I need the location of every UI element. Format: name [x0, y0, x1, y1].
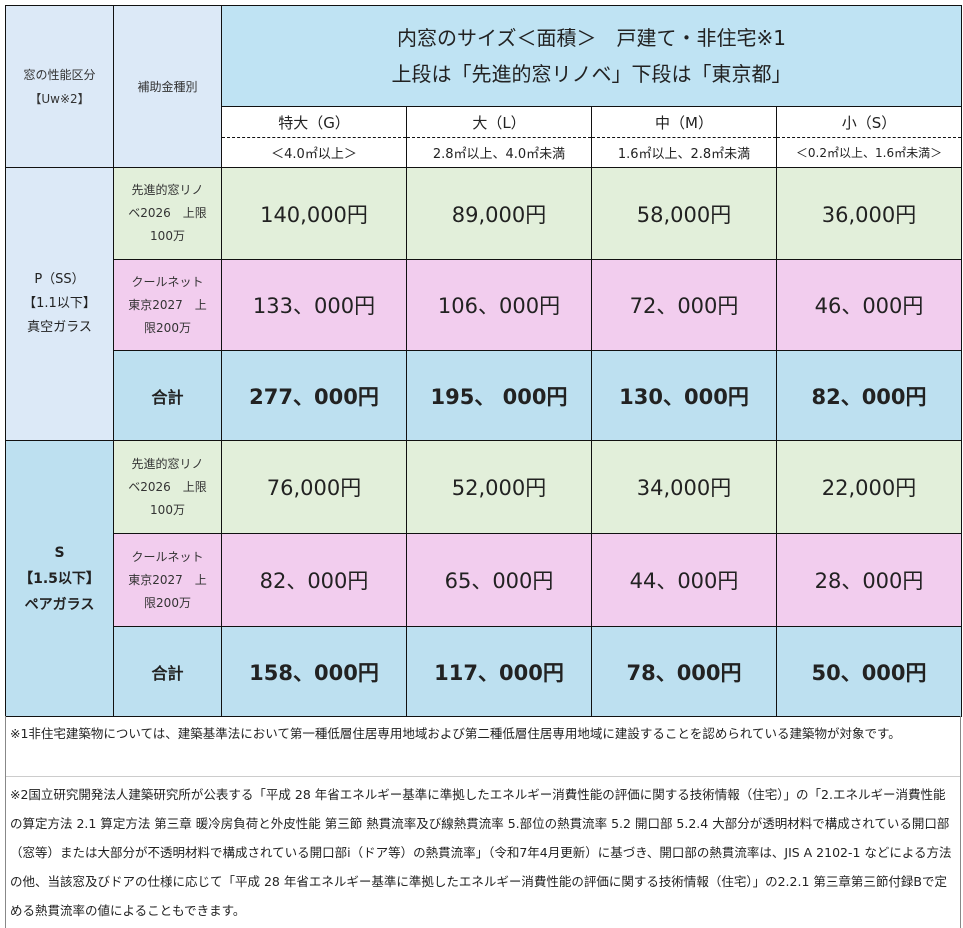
note-2: ※2国立研究開発法人建築研究所が公表する「平成 28 年省エネルギー基準に準拠し…: [10, 787, 952, 918]
total-amount: 158、000円: [221, 626, 407, 717]
perf-label: 窓の性能区分: [23, 67, 96, 82]
total-amount: 117、000円: [406, 626, 592, 717]
perf-class-uw: 【1.1以下】: [23, 296, 96, 311]
subsidy-type-line: 限200万: [144, 595, 191, 610]
note-1: ※1非住宅建築物については、建築基準法において第一種低層住居専用地域および第二種…: [6, 716, 960, 777]
subsidy-type-line: 東京2027 上: [128, 572, 207, 587]
size-range: ＜0.2㎡以上、1.6㎡未満＞: [776, 137, 962, 168]
perf-class-name: S: [54, 544, 65, 561]
total-amount: 130、000円: [591, 350, 777, 441]
total-amount: 78、000円: [591, 626, 777, 717]
perf-class: P（SS） 【1.1以下】 真空ガラス: [5, 167, 114, 441]
table-title: 内窓のサイズ＜面積＞ 戸建て・非住宅※1 上段は「先進的窓リノベ」下段は「東京都」: [221, 5, 962, 107]
subsidy-type: クールネット 東京2027 上限200万: [113, 533, 222, 627]
subsidy-amount: 52,000円: [406, 440, 592, 534]
subsidy-type-line: 限200万: [144, 320, 191, 335]
subsidy-type-line: ベ2026 上限: [128, 206, 207, 220]
subsidy-amount: 58,000円: [591, 167, 777, 260]
subsidy-amount: 89,000円: [406, 167, 592, 260]
subsidy-amount: 34,000円: [591, 440, 777, 534]
size-range: 1.6㎡以上、2.8㎡未満: [591, 137, 777, 168]
size-range: 2.8㎡以上、4.0㎡未満: [406, 137, 592, 168]
subsidy-amount: 36,000円: [776, 167, 962, 260]
subsidy-type-line: クールネット: [131, 274, 204, 289]
subsidy-amount: 133、000円: [221, 259, 407, 351]
subsidy-amount: 28、000円: [776, 533, 962, 627]
subsidy-amount: 65、000円: [406, 533, 592, 627]
subsidy-table: 窓の性能区分 【Uw※2】 補助金種別 内窓のサイズ＜面積＞ 戸建て・非住宅※1 上…: [5, 5, 962, 717]
size-name: 中（M）: [591, 106, 777, 138]
total-amount: 82、000円: [776, 350, 962, 441]
subsidy-type-line: 先進的窓リノ: [131, 456, 204, 471]
size-range: ＜4.0㎡以上＞: [221, 137, 407, 168]
title-line2: 上段は「先進的窓リノベ」下段は「東京都」: [391, 62, 792, 86]
total-amount: 50、000円: [776, 626, 962, 717]
notes: ※1非住宅建築物については、建築基準法において第一種低層住居専用地域および第二種…: [5, 716, 961, 928]
subsidy-type-line: 東京2027 上: [128, 297, 207, 312]
size-name: 小（S）: [776, 106, 962, 138]
subsidy-type-line: 先進的窓リノ: [131, 183, 204, 197]
perf-header: 窓の性能区分 【Uw※2】: [5, 5, 114, 168]
subsidy-amount: 140,000円: [221, 167, 407, 260]
subsidy-type: 先進的窓リノ ベ2026 上限 100万: [113, 167, 222, 260]
subsidy-amount: 106、000円: [406, 259, 592, 351]
subsidy-amount: 72、000円: [591, 259, 777, 351]
perf-class-name: P（SS）: [34, 272, 85, 287]
perf-sub: 【Uw※2】: [29, 91, 90, 106]
subsidy-amount: 46、000円: [776, 259, 962, 351]
subsidy-type-line: 100万: [150, 502, 185, 517]
perf-class: S 【1.5以下】 ペアガラス: [5, 440, 114, 717]
size-name: 大（L）: [406, 106, 592, 138]
subsidy-type-line: ベ2026 上限: [128, 479, 207, 494]
subsidy-type-line: クールネット: [131, 549, 204, 564]
perf-class-uw: 【1.5以下】: [19, 570, 100, 587]
subsidy-amount: 76,000円: [221, 440, 407, 534]
subsidy-amount: 22,000円: [776, 440, 962, 534]
subsidy-type: 先進的窓リノ ベ2026 上限 100万: [113, 440, 222, 534]
subsidy-type-line: 100万: [150, 229, 185, 243]
subsidy-amount: 44、000円: [591, 533, 777, 627]
title-line1: 内窓のサイズ＜面積＞ 戸建て・非住宅※1: [397, 26, 786, 50]
perf-class-glass: ペアガラス: [24, 596, 95, 613]
subsidy-header: 補助金種別: [113, 5, 222, 168]
total-amount: 195、 000円: [406, 350, 592, 441]
total-amount: 277、000円: [221, 350, 407, 441]
total-label: 合計: [113, 350, 222, 441]
perf-class-glass: 真空ガラス: [27, 320, 92, 335]
subsidy-amount: 82、000円: [221, 533, 407, 627]
size-name: 特大（G）: [221, 106, 407, 138]
subsidy-type: クールネット 東京2027 上限200万: [113, 259, 222, 351]
total-label: 合計: [113, 626, 222, 717]
